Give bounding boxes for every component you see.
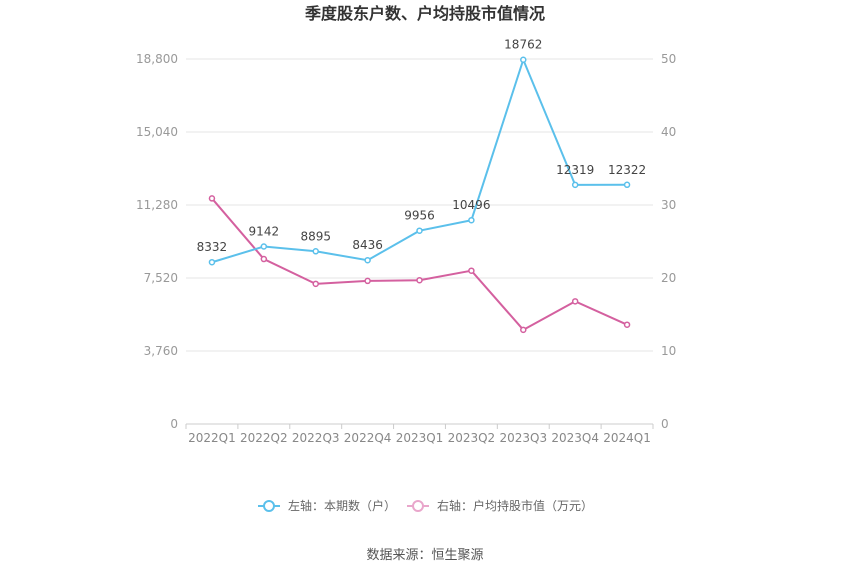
right-tick-label: 20 <box>661 271 676 285</box>
data-source: 数据来源：恒生聚源 <box>366 548 483 563</box>
x-tick-label: 2023Q2 <box>448 431 496 445</box>
data-point[interactable] <box>623 181 631 189</box>
data-point[interactable] <box>312 280 319 288</box>
legend-swatch-marker <box>412 500 424 512</box>
data-point[interactable] <box>364 277 371 285</box>
data-point[interactable] <box>312 248 319 255</box>
data-point[interactable] <box>520 326 527 334</box>
data-point[interactable] <box>208 195 216 202</box>
data-label: 9956 <box>404 209 435 223</box>
data-label: 9142 <box>249 225 280 239</box>
left-tick-label: 0 <box>170 417 178 431</box>
data-point[interactable] <box>260 255 268 263</box>
right-tick-label: 0 <box>661 417 669 431</box>
x-tick-label: 2023Q1 <box>396 431 444 445</box>
data-label: 12322 <box>608 163 646 177</box>
x-tick-label: 2022Q2 <box>240 431 288 445</box>
x-tick-label: 2023Q3 <box>499 431 547 445</box>
chart-title: 季度股东户数、户均持股市值情况 <box>304 4 545 23</box>
left-tick-label: 18,800 <box>136 52 178 66</box>
x-tick-label: 2023Q4 <box>551 431 599 445</box>
right-tick-label: 10 <box>661 344 676 358</box>
data-point[interactable] <box>468 216 475 224</box>
data-point[interactable] <box>364 256 371 264</box>
data-label: 12319 <box>556 163 594 177</box>
legend-item[interactable]: 右轴：户均持股市值（万元） <box>407 498 593 513</box>
right-axis-ticks: 0 10 20 30 40 50 <box>661 52 676 431</box>
data-point[interactable] <box>571 181 579 189</box>
x-axis-ticks: 2022Q1 2022Q2 2022Q3 2022Q4 2023Q1 2023Q2 2023… <box>185 424 654 445</box>
data-label: 10496 <box>452 198 490 212</box>
data-point[interactable] <box>623 321 631 328</box>
x-tick-label: 2022Q1 <box>188 431 236 445</box>
right-tick-label: 50 <box>661 52 676 66</box>
data-label: 18762 <box>504 38 542 52</box>
data-label: 8332 <box>197 240 228 254</box>
legend-swatch-marker <box>263 500 275 512</box>
data-point[interactable] <box>416 276 423 284</box>
right-tick-label: 30 <box>661 198 676 212</box>
x-tick-label: 2024Q1 <box>603 431 651 445</box>
legend[interactable]: 左轴：本期数（户） 右轴：户均持股市值（万元） <box>258 498 593 513</box>
left-tick-label: 11,280 <box>136 198 178 212</box>
series-layer: 8332 9142 8895 8436 9956 10496 18762 12319 12322 <box>197 38 646 334</box>
data-point[interactable] <box>260 243 268 250</box>
legend-label: 右轴：户均持股市值（万元） <box>437 498 593 513</box>
data-point[interactable] <box>416 227 423 234</box>
data-point[interactable] <box>571 298 579 305</box>
left-tick-label: 3,760 <box>144 344 178 358</box>
data-point[interactable] <box>468 267 475 274</box>
legend-label: 左轴：本期数（户） <box>288 498 396 513</box>
legend-item[interactable]: 左轴：本期数（户） <box>258 498 396 513</box>
data-point[interactable] <box>208 258 216 266</box>
data-label: 8895 <box>300 229 331 243</box>
left-tick-label: 15,040 <box>136 125 178 139</box>
x-tick-label: 2022Q3 <box>292 431 340 445</box>
left-axis-ticks: 0 3,760 7,520 11,280 15,040 18,800 <box>136 52 178 431</box>
data-label: 8436 <box>352 238 383 252</box>
right-tick-label: 40 <box>661 125 676 139</box>
x-tick-label: 2022Q4 <box>344 431 392 445</box>
left-tick-label: 7,520 <box>144 271 178 285</box>
data-point[interactable] <box>520 56 527 63</box>
grid-lines <box>186 58 653 425</box>
